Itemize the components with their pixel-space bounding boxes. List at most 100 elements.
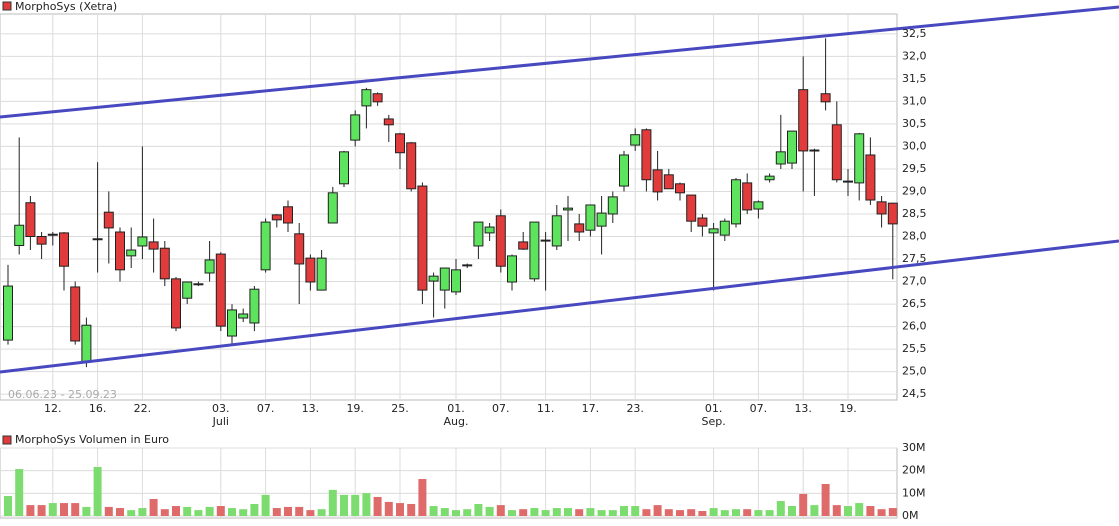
candle-body: [619, 154, 629, 187]
y-tick-label: 31,0: [902, 94, 927, 107]
upper-trend-line: [0, 5, 1119, 119]
volume-bar: [474, 503, 483, 516]
candle-body: [753, 201, 764, 210]
volume-bar: [82, 506, 91, 516]
y-tick-label: 32,0: [902, 49, 927, 62]
y-tick-label: 10M: [902, 486, 926, 499]
candle-body: [686, 194, 697, 222]
candle-body: [25, 202, 36, 238]
volume-bar: [127, 510, 136, 516]
candle-body: [585, 204, 596, 231]
volume-bar: [776, 501, 785, 516]
volume-bar: [810, 505, 819, 516]
volume-bar: [194, 510, 203, 516]
x-month-label: Juli: [212, 415, 229, 428]
volume-bar: [743, 509, 752, 516]
candle-body: [551, 215, 562, 247]
candle-body: [383, 118, 394, 126]
y-tick-label: 26,0: [902, 320, 927, 333]
candle-body: [798, 89, 809, 152]
volume-bar: [340, 494, 348, 516]
volume-bar: [631, 506, 640, 516]
volume-bar: [452, 510, 460, 516]
volume-bar: [149, 498, 158, 516]
candle-body: [439, 267, 450, 291]
candle-body: [227, 309, 237, 337]
candle-body: [507, 255, 517, 283]
candle-body: [417, 185, 428, 291]
candle-body: [843, 180, 853, 183]
x-tick-label: 17.: [582, 402, 600, 415]
x-tick-label: 16.: [89, 402, 107, 415]
candle-body: [271, 214, 282, 221]
candle-body: [92, 238, 103, 241]
grid: [0, 14, 897, 518]
volume-bar: [60, 503, 68, 516]
x-month-label: Sep.: [701, 415, 725, 428]
candle-body: [529, 221, 540, 280]
volume-bar: [48, 503, 57, 516]
volume-bar: [4, 496, 12, 516]
candle-body: [787, 130, 797, 164]
candle-body: [887, 202, 898, 225]
candle-body: [428, 275, 439, 282]
candle-body: [495, 215, 506, 267]
legend-swatch: [2, 435, 12, 445]
y-tick-label: 31,5: [902, 72, 927, 85]
candle-body: [540, 239, 551, 242]
y-tick-label: 30,0: [902, 139, 927, 152]
candle-body: [473, 221, 484, 247]
candle-body: [697, 217, 708, 227]
candle-body: [350, 114, 361, 141]
candle-body: [182, 281, 193, 299]
x-tick-label: 25.: [391, 402, 409, 415]
volume-bar: [418, 479, 427, 516]
y-tick-label: 30,5: [902, 117, 927, 130]
volume-bar: [239, 509, 248, 516]
volume-bar: [228, 508, 236, 516]
volume-bar: [832, 505, 841, 516]
candle-body: [675, 183, 685, 194]
volume-bar: [698, 511, 707, 516]
volume-bar: [676, 510, 684, 516]
volume-bar: [216, 506, 225, 516]
volume-bar: [384, 501, 393, 516]
candle-body: [81, 324, 92, 363]
y-tick-label: 24,5: [902, 387, 927, 400]
candle-body: [204, 259, 215, 274]
candle-body: [820, 93, 831, 103]
candle-body: [775, 151, 786, 165]
volume-bar: [586, 508, 595, 516]
candle-body: [3, 285, 13, 341]
x-tick-label: 07.: [750, 402, 768, 415]
x-tick-label: 01.: [705, 402, 723, 415]
volume-bar: [653, 505, 662, 516]
candle-body: [159, 247, 170, 280]
candle-body: [361, 89, 372, 107]
volume-bar: [530, 508, 539, 516]
volume-bar: [272, 508, 281, 516]
candle-body: [339, 151, 349, 185]
x-tick-label: 03.: [212, 402, 230, 415]
candle-body: [574, 223, 585, 233]
y-tick-label: 29,5: [902, 162, 927, 175]
candle-body: [148, 241, 159, 250]
legend-label: MorphoSys (Xetra): [15, 0, 117, 13]
y-tick-label: 27,5: [902, 252, 927, 265]
candle-body: [171, 278, 181, 329]
candle-body: [283, 206, 293, 224]
volume-bar: [765, 510, 774, 516]
candle-body: [831, 124, 842, 181]
volume-bar: [37, 505, 46, 516]
candle-body: [103, 211, 114, 229]
legend-label: MorphoSys Volumen in Euro: [15, 433, 169, 446]
candle-body: [137, 236, 148, 247]
candle-body: [249, 288, 260, 324]
volume-bar: [463, 509, 472, 516]
y-tick-label: 0M: [902, 509, 919, 522]
y-tick-label: 30M: [902, 441, 926, 454]
candle-body: [59, 232, 69, 267]
candle-body: [47, 233, 58, 236]
candle-body: [596, 212, 607, 227]
volume-bar: [138, 508, 147, 516]
